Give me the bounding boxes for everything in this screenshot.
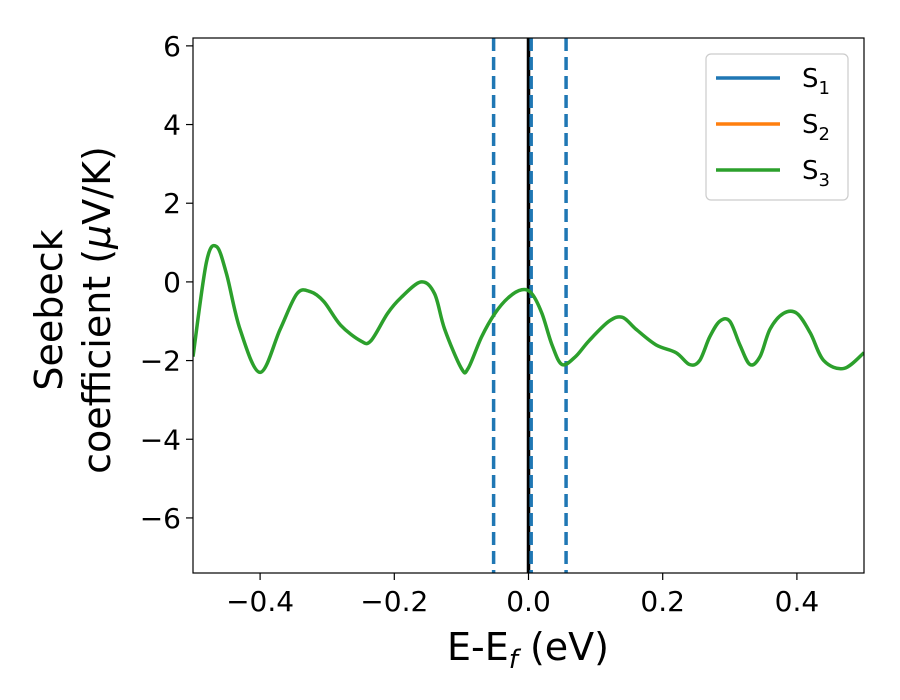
x-axis-title: E-Ef (eV) [447,625,609,675]
y-tick-label: 2 [163,187,181,220]
legend-label-s3: S3 [802,156,830,191]
y-axis-title-line2: coefficient (μV/K) [75,146,119,474]
legend-label-s1: S1 [802,64,830,99]
series-line-s3 [193,243,864,375]
x-axis-title-main: E-E [447,625,509,669]
x-axis: −0.4 −0.2 0.0 0.2 0.4 [226,573,819,618]
y-tick-label: 4 [163,109,181,142]
x-tick-label: 0.4 [775,585,820,618]
y-axis-title-line1: Seebeck [27,229,71,390]
y-axis-title-mu: μ [75,225,119,250]
x-tick-label: 0.0 [506,585,551,618]
y-tick-label: −6 [140,502,181,535]
x-tick-label: −0.4 [226,585,294,618]
legend-box [705,53,849,201]
x-tick-label: −0.2 [360,585,428,618]
y-axis-title: Seebeck coefficient (μV/K) [27,146,119,474]
y-tick-label: 0 [163,266,181,299]
x-axis-title-tail: (eV) [518,625,609,669]
y-tick-label: −4 [140,423,181,456]
y-axis-title-line2-head: coefficient ( [75,249,119,474]
y-tick-label: 6 [163,30,181,63]
legend-label-s2: S2 [802,110,830,145]
y-axis: −6 −4 −2 0 2 4 6 [140,30,193,535]
legend: S1 S2 S3 [705,53,849,201]
y-axis-title-line2-tail: V/K) [75,146,119,225]
y-tick-label: −2 [140,345,181,378]
x-tick-label: 0.2 [640,585,685,618]
